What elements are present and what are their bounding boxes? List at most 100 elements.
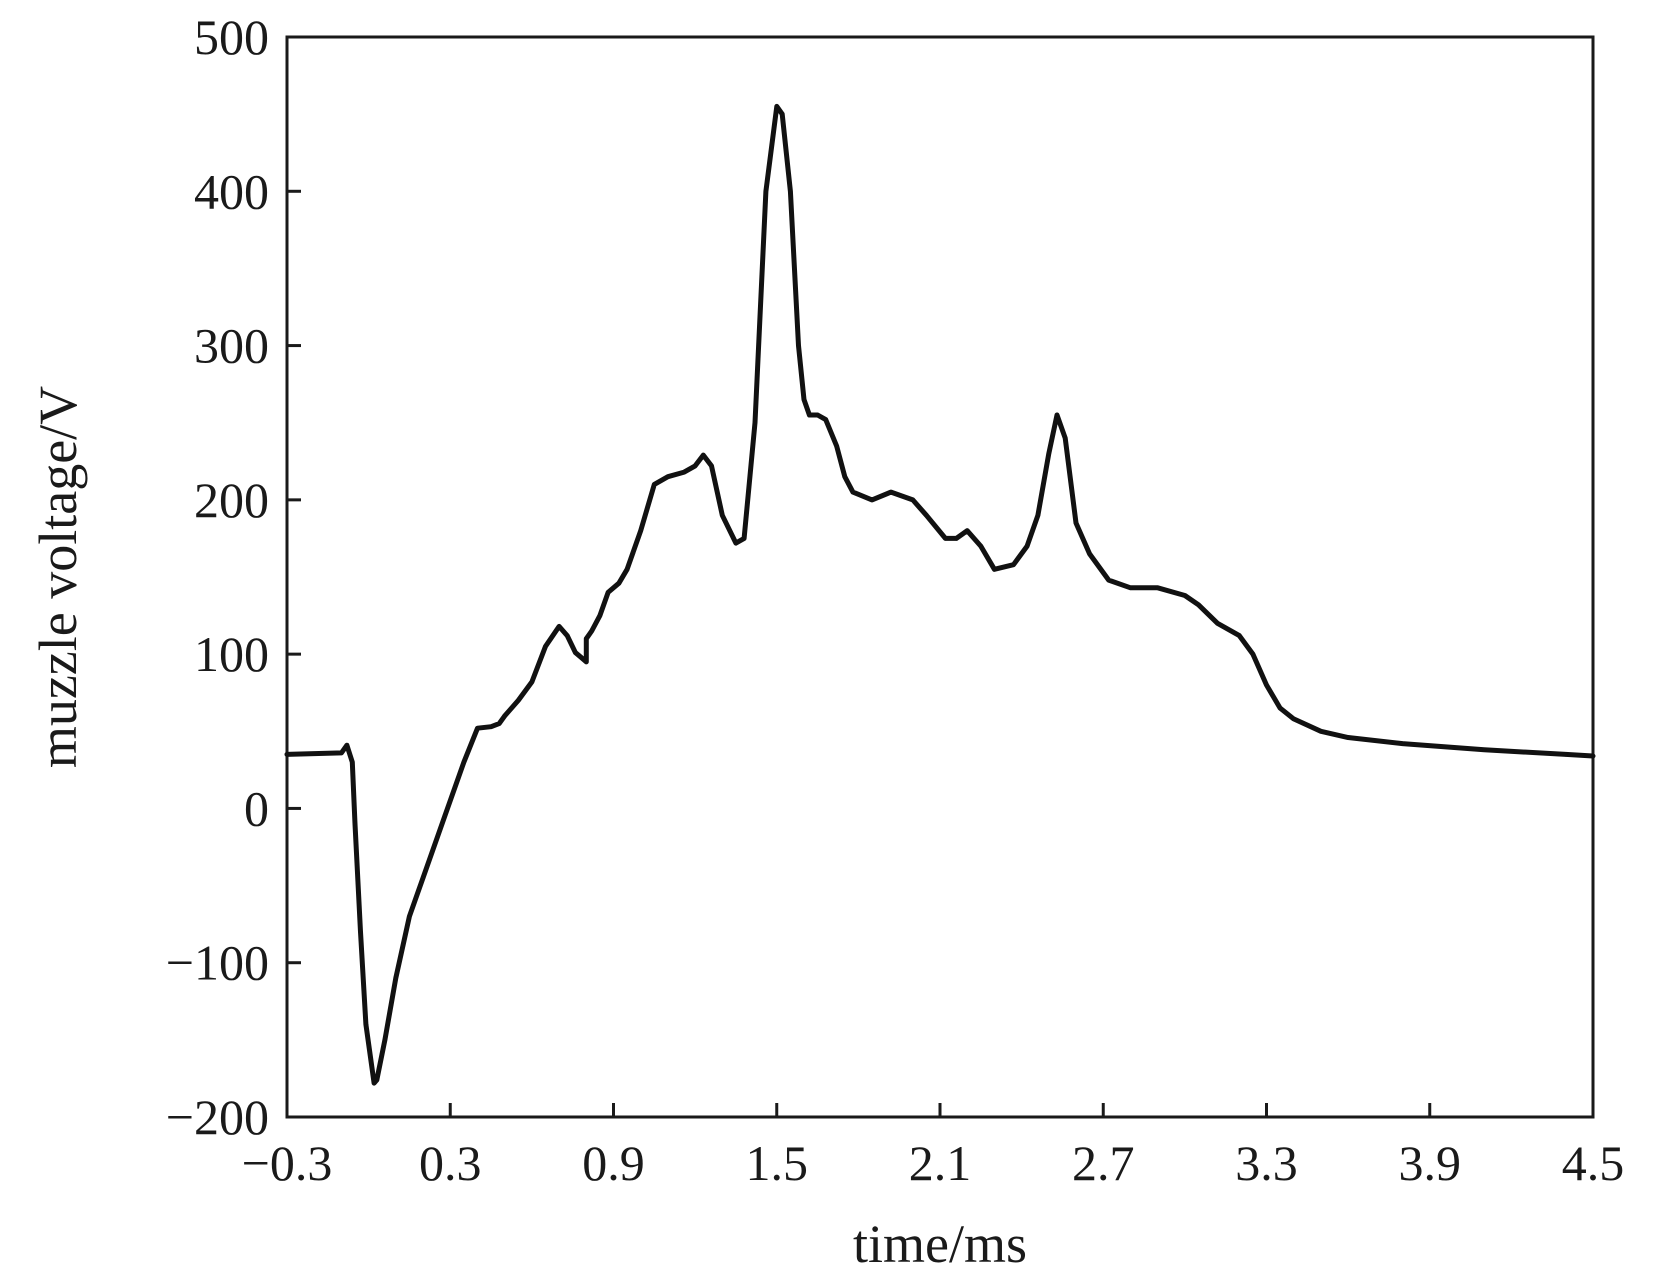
data-point [488,724,494,729]
data-point [638,528,643,533]
data-point [1215,621,1220,626]
y-tick-label: 300 [194,318,269,374]
data-point [1106,577,1111,583]
y-tick-label: 400 [194,163,269,219]
data-point [943,536,948,541]
data-point [692,463,698,469]
data-point [665,474,671,479]
data-point [788,189,793,194]
data-point [992,567,997,572]
y-tick-label: 100 [194,626,269,682]
data-point [1264,682,1269,688]
x-tick-label: −0.3 [242,1135,333,1191]
data-point [578,655,584,660]
data-point [1035,513,1041,518]
data-point [869,497,875,503]
data-point [461,759,467,765]
data-point [1237,633,1242,638]
data-point [358,929,363,935]
data-point [339,750,344,756]
data-point [954,536,959,541]
data-point [442,813,448,819]
data-point [597,613,603,618]
data-point [589,628,594,634]
y-tick-label: −200 [166,1089,269,1145]
data-point [1073,520,1079,526]
data-point [1128,585,1133,590]
x-tick-label: 0.9 [582,1135,645,1191]
x-axis-title: time/ms [853,1214,1027,1274]
data-point [284,752,290,757]
data-point [910,497,915,503]
data-point [796,343,801,348]
data-point [382,1037,388,1043]
data-point [978,543,984,549]
data-point [850,489,856,495]
data-point [350,759,355,765]
data-point [1046,451,1052,456]
data-point [1196,602,1201,607]
data-point [565,633,570,638]
data-point [584,659,589,665]
data-point [1182,593,1188,598]
x-tick-label: 3.9 [1399,1135,1462,1191]
data-point [497,721,502,726]
data-point [720,513,725,518]
data-point [763,189,769,194]
data-point [709,463,714,469]
y-axis-ticks: 500 400 300 200 100 0 −100 −200 [166,9,301,1145]
y-tick-label: −100 [166,935,269,991]
data-point [344,742,350,748]
x-tick-label: 1.5 [746,1135,809,1191]
data-point [584,636,589,641]
plot-frame [285,35,1595,1119]
data-point [823,417,828,422]
data-point [1590,753,1596,759]
data-point [815,412,820,418]
data-point [374,1077,379,1083]
data-point [1345,735,1351,740]
x-axis-ticks: −0.3 0.3 0.9 1.5 2.1 2.7 3.3 3.9 4.5 [242,1103,1625,1191]
x-tick-label: 2.7 [1072,1135,1135,1191]
data-point [529,679,535,685]
data-point [1155,585,1160,590]
data-point [774,104,779,109]
data-point [741,536,747,541]
data-point [682,469,687,475]
x-tick-label: 4.5 [1562,1135,1625,1191]
data-point [834,443,839,449]
data-point [779,111,785,117]
data-point [807,412,812,418]
data-point [393,975,399,981]
data-point [888,489,894,495]
data-point [842,474,847,479]
data-point [1318,729,1324,734]
data-point [1062,435,1068,441]
data-point [652,482,657,487]
data-point [801,397,807,402]
data-point [1481,747,1487,752]
data-point [1024,543,1030,549]
data-point [1291,716,1296,722]
data-point [1250,651,1256,657]
data-point [924,513,929,518]
data-point [701,452,706,458]
x-tick-label: 2.1 [909,1135,972,1191]
data-point [1054,412,1060,418]
x-tick-label: 3.3 [1235,1135,1298,1191]
y-tick-label: 0 [244,780,269,836]
data-point [616,580,622,586]
data-point [407,914,412,919]
data-point [371,1080,377,1086]
data-point [420,875,426,881]
data-point [624,567,630,572]
y-tick-label: 200 [194,472,269,528]
data-point [573,650,578,655]
data-point [1087,551,1092,557]
series-line [284,103,1596,1086]
data-point [752,420,758,425]
data-point [1277,705,1283,711]
x-tick-label: 0.3 [419,1135,482,1191]
data-point [543,644,548,649]
